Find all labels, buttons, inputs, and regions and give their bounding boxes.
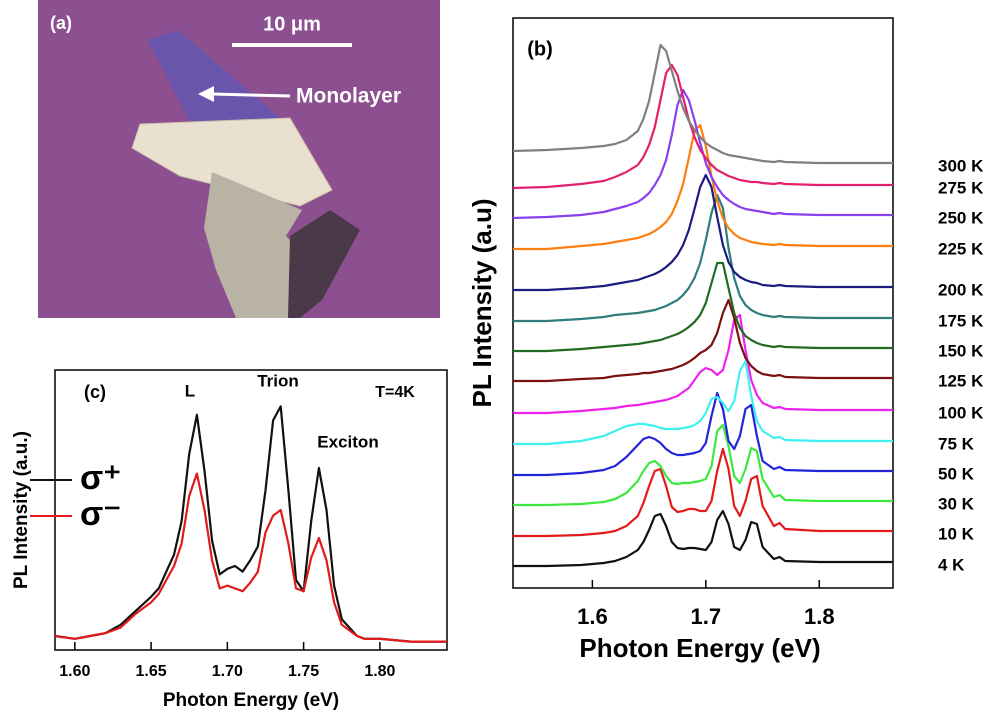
x-axis-title: Photon Energy (eV) [163, 690, 339, 711]
x-tick-label: 1.65 [136, 663, 167, 680]
monolayer-flake [148, 30, 292, 138]
y-axis-title: PL Intensity (a.u.) [11, 431, 32, 589]
annotation: T=4K [375, 384, 415, 401]
spectrum [513, 423, 893, 507]
panel-label: (b) [527, 38, 553, 60]
shadow [288, 210, 360, 318]
plot-frame [54, 369, 448, 651]
legend-label: 75 K [938, 434, 975, 453]
legend-label: 30 K [938, 494, 975, 513]
legend-label: 150 K [938, 341, 984, 360]
x-tick-label: 1.8 [804, 604, 835, 629]
legend-label: 225 K [938, 239, 984, 258]
spectrum [513, 509, 893, 568]
panel-label: (a) [50, 13, 72, 33]
legend-label: 4 K [938, 555, 965, 574]
x-axis-title: Photon Energy (eV) [579, 633, 820, 663]
legend-label: 175 K [938, 311, 984, 330]
legend-label: 300 K [938, 156, 984, 175]
spectrum [513, 313, 893, 415]
legend-label: σ⁺ [80, 459, 121, 497]
x-tick-label: 1.60 [59, 663, 90, 680]
spectrum [54, 405, 447, 643]
scale-bar-label: 10 μm [263, 13, 321, 35]
annotation: Exciton [317, 432, 378, 451]
spectrum [513, 298, 893, 383]
bulk-flake [131, 117, 333, 207]
arrow [211, 92, 291, 98]
spectrum [512, 43, 893, 165]
legend-label: 250 K [938, 208, 984, 227]
legend-label: 100 K [938, 403, 984, 422]
micrograph: (a) 10 μm Monolayer [38, 0, 440, 318]
spectrum [513, 123, 893, 251]
legend-label: σ⁻ [80, 495, 121, 533]
annotation: Monolayer [296, 85, 401, 108]
legend-label: 200 K [938, 280, 984, 299]
legend-label: 50 K [938, 464, 975, 483]
x-tick-label: 1.6 [577, 604, 608, 629]
arrow-head [198, 86, 214, 102]
x-tick-label: 1.70 [212, 663, 243, 680]
spectrum [513, 359, 893, 446]
y-axis-title: PL Intensity (a.u) [467, 199, 497, 408]
spectrum [54, 472, 447, 643]
x-tick-label: 1.80 [364, 663, 395, 680]
spectrum [513, 391, 893, 477]
legend-label: 10 K [938, 524, 975, 543]
x-tick-label: 1.75 [288, 663, 319, 680]
legend-label: 275 K [938, 178, 984, 197]
spectrum [513, 447, 893, 538]
annotation: L [185, 381, 195, 400]
x-tick-label: 1.7 [691, 604, 722, 629]
spectrum [513, 193, 893, 323]
panel-label: (c) [84, 382, 106, 402]
legend-label: 125 K [938, 371, 984, 390]
spectrum [513, 261, 893, 353]
plot-frame [512, 17, 894, 589]
spectrum [512, 63, 893, 190]
spectrum [513, 173, 893, 292]
spectrum [512, 88, 893, 220]
annotation: Trion [257, 371, 299, 390]
